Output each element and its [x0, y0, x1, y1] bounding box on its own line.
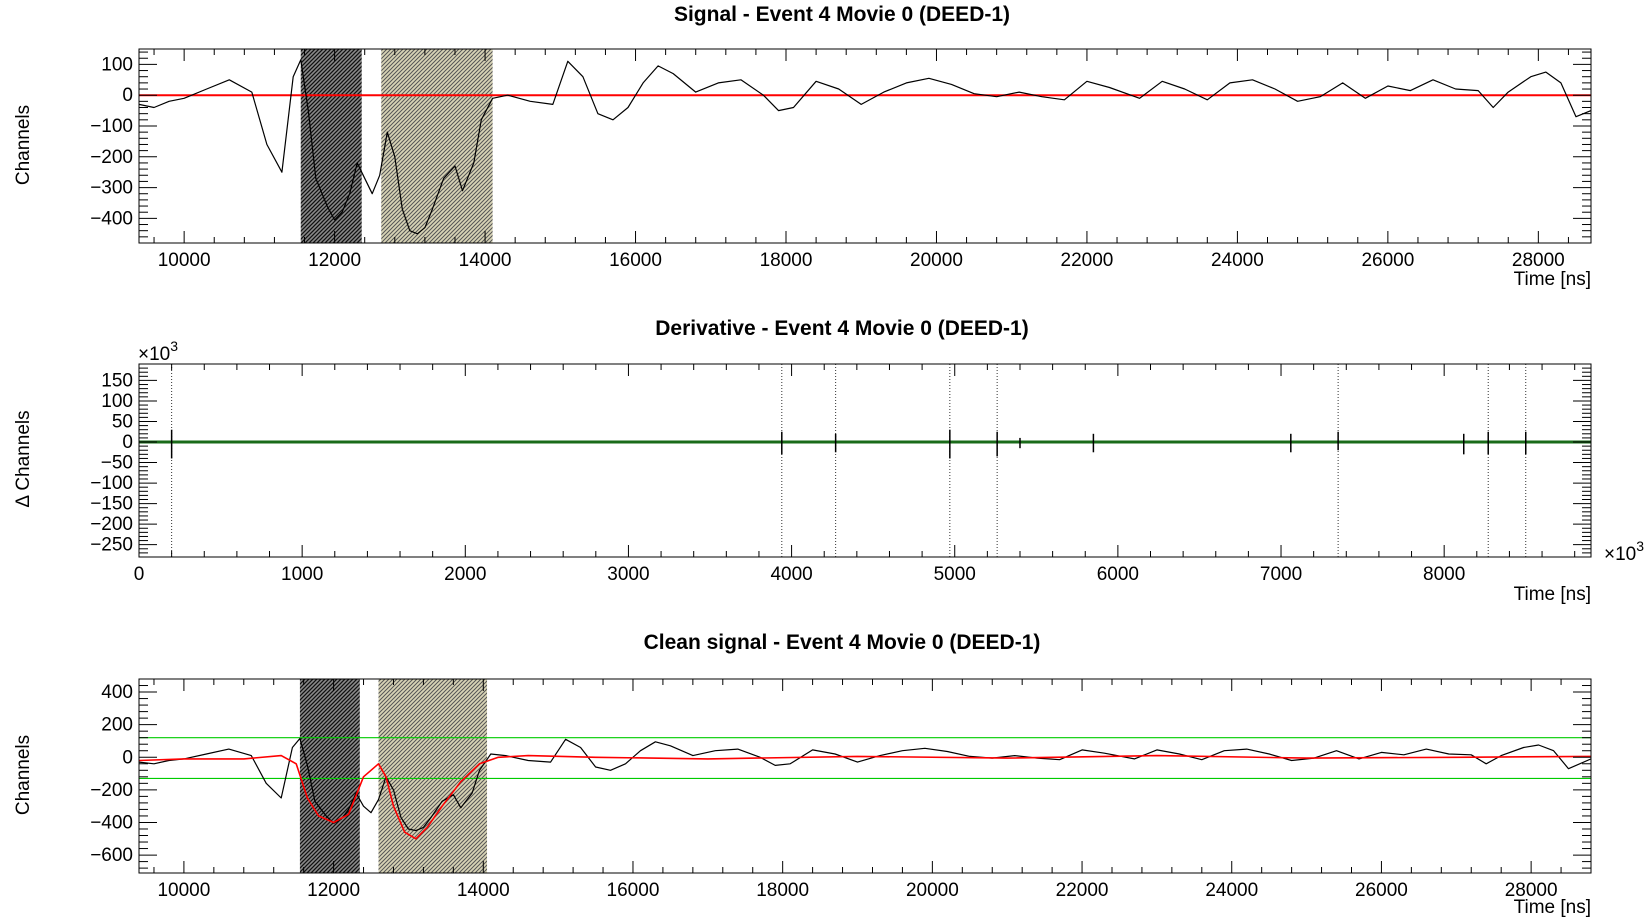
signal-shaded-region-0	[300, 49, 362, 243]
clean-signal-ytick-label: −200	[90, 780, 133, 801]
clean-signal-ylabel: Channels	[13, 735, 34, 815]
clean-signal-frame	[138, 678, 1592, 874]
signal-ytick-label: −100	[90, 116, 133, 137]
clean-signal-series-red-line	[139, 754, 1591, 840]
signal-frame	[138, 48, 1592, 244]
clean-signal-xtick-label: 16000	[607, 880, 660, 901]
clean-signal-title: Clean signal - Event 4 Movie 0 (DEED-1)	[644, 631, 1041, 654]
derivative-ytick-label: −250	[90, 535, 133, 556]
signal-plot-area	[139, 49, 1591, 243]
derivative-ytick-label: −50	[101, 453, 133, 474]
clean-signal-ytick-label: −600	[90, 845, 133, 866]
derivative-xtick-label: 8000	[1423, 564, 1465, 585]
signal-xtick-label: 28000	[1512, 250, 1565, 271]
clean-signal-xtick-label: 20000	[906, 880, 959, 901]
signal-xtick-label: 14000	[459, 250, 512, 271]
signal-xtick-label: 18000	[760, 250, 813, 271]
derivative-xtick-label: 0	[134, 564, 145, 585]
derivative-ytick-label: −150	[90, 494, 133, 515]
clean-signal-xtick-label: 18000	[756, 880, 809, 901]
derivative-ytick-label: 50	[112, 411, 133, 432]
signal-ylabel: Channels	[13, 105, 34, 185]
derivative-xtick-label: 4000	[770, 564, 812, 585]
derivative-plot-area	[139, 364, 1591, 557]
signal-xtick-label: 22000	[1061, 250, 1114, 271]
derivative-panel: Derivative - Event 4 Movie 0 (DEED-1) Δ …	[13, 317, 1644, 605]
derivative-ytick-label: −100	[90, 473, 133, 494]
derivative-ytick-label: 150	[101, 370, 133, 391]
clean-signal-panel: Clean signal - Event 4 Movie 0 (DEED-1) …	[13, 631, 1592, 918]
derivative-y-multiplier: ×103	[138, 338, 178, 365]
derivative-frame	[138, 363, 1592, 558]
clean-signal-xtick-label: 22000	[1056, 880, 1109, 901]
derivative-ytick-label: 100	[101, 391, 133, 412]
clean-signal-xtick-label: 14000	[457, 880, 510, 901]
clean-signal-xtick-label: 26000	[1355, 880, 1408, 901]
signal-xtick-label: 10000	[158, 250, 211, 271]
derivative-title: Derivative - Event 4 Movie 0 (DEED-1)	[655, 317, 1028, 340]
derivative-xtick-label: 2000	[444, 564, 486, 585]
clean-signal-shaded-region-1	[378, 679, 488, 873]
signal-ytick-label: 100	[101, 54, 133, 75]
signal-title: Signal - Event 4 Movie 0 (DEED-1)	[674, 3, 1010, 26]
signal-ytick-label: −200	[90, 147, 133, 168]
clean-signal-ytick-label: 200	[101, 715, 133, 736]
derivative-x-multiplier: ×103	[1604, 538, 1644, 565]
clean-signal-ytick-label: −400	[90, 812, 133, 833]
clean-signal-xtick-label: 12000	[307, 880, 360, 901]
derivative-xtick-label: 3000	[607, 564, 649, 585]
derivative-ylabel: Δ Channels	[13, 410, 34, 507]
clean-signal-xtick-label: 10000	[157, 880, 210, 901]
signal-xtick-label: 20000	[910, 250, 963, 271]
signal-panel: Signal - Event 4 Movie 0 (DEED-1) Channe…	[13, 3, 1592, 290]
derivative-x-multiplier-exp: 3	[1636, 538, 1644, 554]
clean-signal-xtick-label: 28000	[1505, 880, 1558, 901]
signal-xtick-label: 24000	[1211, 250, 1264, 271]
derivative-xtick-label: 7000	[1260, 564, 1302, 585]
signal-ytick-label: −400	[90, 208, 133, 229]
signal-xtick-label: 12000	[308, 250, 361, 271]
clean-signal-shaded-region-0	[299, 679, 360, 873]
signal-xtick-label: 16000	[609, 250, 662, 271]
clean-signal-xtick-label: 24000	[1205, 880, 1258, 901]
derivative-xlabel: Time [ns]	[1514, 584, 1591, 605]
signal-xlabel: Time [ns]	[1514, 269, 1591, 290]
derivative-xtick-label: 1000	[281, 564, 323, 585]
signal-series-black-line	[139, 59, 1591, 235]
signal-xtick-label: 26000	[1361, 250, 1414, 271]
clean-signal-plot-area	[139, 679, 1591, 873]
signal-ytick-label: −300	[90, 178, 133, 199]
derivative-xtick-label: 5000	[934, 564, 976, 585]
clean-signal-xlabel: Time [ns]	[1514, 897, 1591, 918]
signal-shaded-region-1	[381, 49, 493, 243]
derivative-xtick-label: 6000	[1097, 564, 1139, 585]
clean-signal-ytick-label: 400	[101, 682, 133, 703]
derivative-ytick-label: −200	[90, 514, 133, 535]
derivative-ytick-label: 0	[122, 432, 133, 453]
clean-signal-ytick-label: 0	[122, 747, 133, 768]
signal-ytick-label: 0	[122, 85, 133, 106]
derivative-y-multiplier-exp: 3	[170, 338, 178, 354]
